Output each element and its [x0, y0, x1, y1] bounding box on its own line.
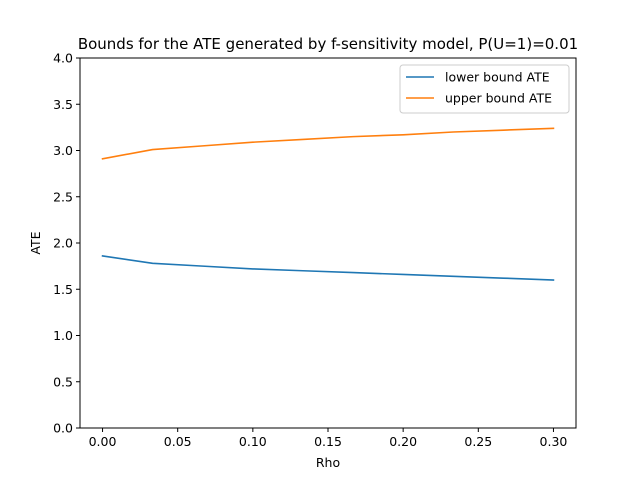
- x-tick-label: 0.30: [540, 434, 568, 449]
- x-tick-label: 0.10: [239, 434, 267, 449]
- x-axis-label: Rho: [316, 455, 340, 470]
- x-tick-label: 0.00: [89, 434, 117, 449]
- y-tick-label: 0.5: [53, 374, 73, 389]
- y-tick-label: 4.0: [53, 51, 73, 66]
- legend: lower bound ATE upper bound ATE: [399, 64, 570, 114]
- y-tick-label: 2.0: [53, 236, 73, 251]
- x-tick-label: 0.05: [164, 434, 192, 449]
- y-tick-label: 1.0: [53, 328, 73, 343]
- x-axis: 0.00 0.05 0.10 0.15 0.20 0.25 0.30: [89, 428, 568, 449]
- series-line-upper-bound: [101, 127, 555, 160]
- y-tick-label: 3.0: [53, 143, 73, 158]
- x-tick-label: 0.25: [464, 434, 492, 449]
- y-tick-label: 2.5: [53, 189, 73, 204]
- y-tick-label: 3.5: [53, 97, 73, 112]
- legend-entry: lower bound ATE: [445, 70, 550, 85]
- y-axis-label: ATE: [28, 231, 43, 254]
- y-tick-label: 0.0: [53, 421, 73, 436]
- plot-lines: [101, 127, 555, 281]
- y-axis: 0.0 0.5 1.0 1.5 2.0 2.5 3.0 3.5 4.0: [53, 51, 80, 436]
- series-line-lower-bound: [101, 255, 555, 281]
- x-tick-label: 0.15: [314, 434, 342, 449]
- y-tick-label: 1.5: [53, 282, 73, 297]
- x-tick-label: 0.20: [389, 434, 417, 449]
- chart-title: Bounds for the ATE generated by f-sensit…: [78, 35, 578, 53]
- legend-entry: upper bound ATE: [445, 91, 552, 106]
- legend-box: [399, 64, 570, 114]
